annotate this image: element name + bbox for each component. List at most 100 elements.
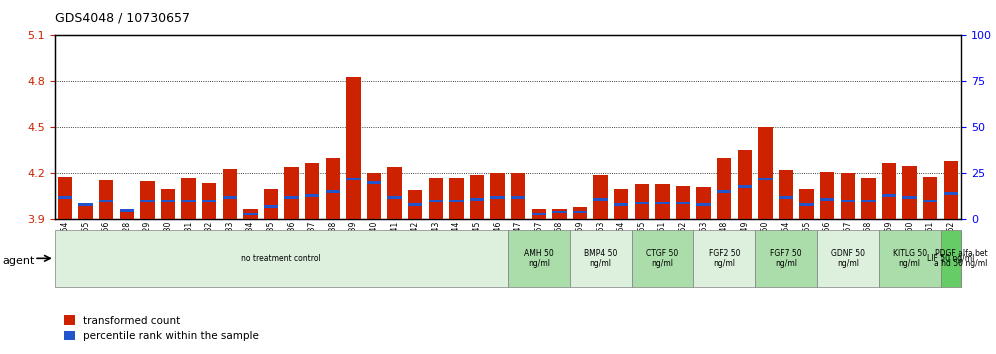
FancyBboxPatch shape: [631, 230, 693, 287]
Text: PDGF alfa bet
a hd 50 ng/ml: PDGF alfa bet a hd 50 ng/ml: [934, 249, 988, 268]
Text: no treatment control: no treatment control: [241, 254, 322, 263]
Bar: [99, 179, 114, 219]
Text: BMP4 50
ng/ml: BMP4 50 ng/ml: [584, 249, 618, 268]
Bar: [594, 175, 608, 219]
FancyBboxPatch shape: [940, 230, 961, 287]
Bar: [615, 203, 628, 206]
Bar: [943, 161, 958, 219]
Text: agent: agent: [2, 256, 35, 266]
FancyBboxPatch shape: [508, 230, 570, 287]
Bar: [862, 178, 875, 219]
Bar: [552, 209, 567, 219]
Bar: [305, 163, 320, 219]
Bar: [243, 209, 258, 219]
Bar: [943, 192, 958, 195]
Bar: [79, 203, 93, 206]
Bar: [264, 205, 278, 208]
Bar: [738, 185, 752, 188]
Bar: [449, 200, 464, 202]
Bar: [841, 173, 855, 219]
Bar: [800, 189, 814, 219]
Bar: [902, 166, 917, 219]
Bar: [655, 201, 669, 204]
Bar: [594, 198, 608, 201]
Bar: [285, 196, 299, 199]
Bar: [408, 190, 422, 219]
Bar: [676, 201, 690, 204]
Bar: [573, 207, 588, 219]
Bar: [181, 200, 196, 202]
Bar: [532, 213, 546, 215]
Bar: [696, 203, 711, 206]
Text: LIF 50 ng/ml: LIF 50 ng/ml: [927, 254, 974, 263]
Bar: [470, 175, 484, 219]
Text: GDNF 50
ng/ml: GDNF 50 ng/ml: [831, 249, 865, 268]
Bar: [367, 173, 381, 219]
Bar: [202, 200, 216, 202]
Bar: [676, 186, 690, 219]
Bar: [470, 198, 484, 201]
Text: FGF2 50
ng/ml: FGF2 50 ng/ml: [708, 249, 740, 268]
Bar: [615, 189, 628, 219]
Bar: [367, 181, 381, 184]
Bar: [511, 173, 526, 219]
FancyBboxPatch shape: [570, 230, 631, 287]
Bar: [449, 178, 464, 219]
Bar: [120, 209, 134, 219]
Bar: [758, 178, 773, 181]
Bar: [779, 196, 793, 199]
Bar: [223, 169, 237, 219]
FancyBboxPatch shape: [755, 230, 817, 287]
Bar: [490, 173, 505, 219]
Bar: [264, 189, 278, 219]
Bar: [285, 167, 299, 219]
Bar: [696, 187, 711, 219]
Bar: [923, 200, 937, 202]
Text: CTGF 50
ng/ml: CTGF 50 ng/ml: [646, 249, 678, 268]
Bar: [161, 200, 175, 202]
Bar: [881, 163, 896, 219]
Bar: [347, 178, 361, 181]
Bar: [326, 158, 340, 219]
Bar: [634, 201, 649, 204]
Bar: [717, 190, 731, 193]
Bar: [841, 200, 855, 202]
Bar: [655, 184, 669, 219]
Bar: [99, 200, 114, 202]
Bar: [161, 189, 175, 219]
Bar: [387, 196, 401, 199]
Bar: [428, 200, 443, 202]
Bar: [79, 204, 93, 219]
Bar: [634, 184, 649, 219]
Bar: [326, 190, 340, 193]
Bar: [717, 158, 731, 219]
FancyBboxPatch shape: [878, 230, 940, 287]
Bar: [58, 177, 73, 219]
Bar: [58, 196, 73, 199]
Legend: transformed count, percentile rank within the sample: transformed count, percentile rank withi…: [60, 311, 263, 345]
Bar: [800, 203, 814, 206]
Bar: [347, 77, 361, 219]
Bar: [923, 177, 937, 219]
Bar: [881, 194, 896, 197]
Bar: [408, 203, 422, 206]
Bar: [573, 211, 588, 213]
Bar: [820, 198, 835, 201]
Bar: [511, 196, 526, 199]
Bar: [490, 196, 505, 199]
Bar: [428, 178, 443, 219]
Text: FGF7 50
ng/ml: FGF7 50 ng/ml: [770, 249, 802, 268]
Text: GDS4048 / 10730657: GDS4048 / 10730657: [55, 11, 190, 24]
Bar: [902, 196, 917, 199]
FancyBboxPatch shape: [55, 230, 508, 287]
Bar: [140, 200, 154, 202]
Bar: [738, 150, 752, 219]
Bar: [820, 172, 835, 219]
Bar: [181, 178, 196, 219]
Bar: [243, 213, 258, 215]
Bar: [387, 167, 401, 219]
Bar: [552, 211, 567, 213]
Text: AMH 50
ng/ml: AMH 50 ng/ml: [524, 249, 554, 268]
Bar: [202, 183, 216, 219]
Bar: [120, 209, 134, 212]
